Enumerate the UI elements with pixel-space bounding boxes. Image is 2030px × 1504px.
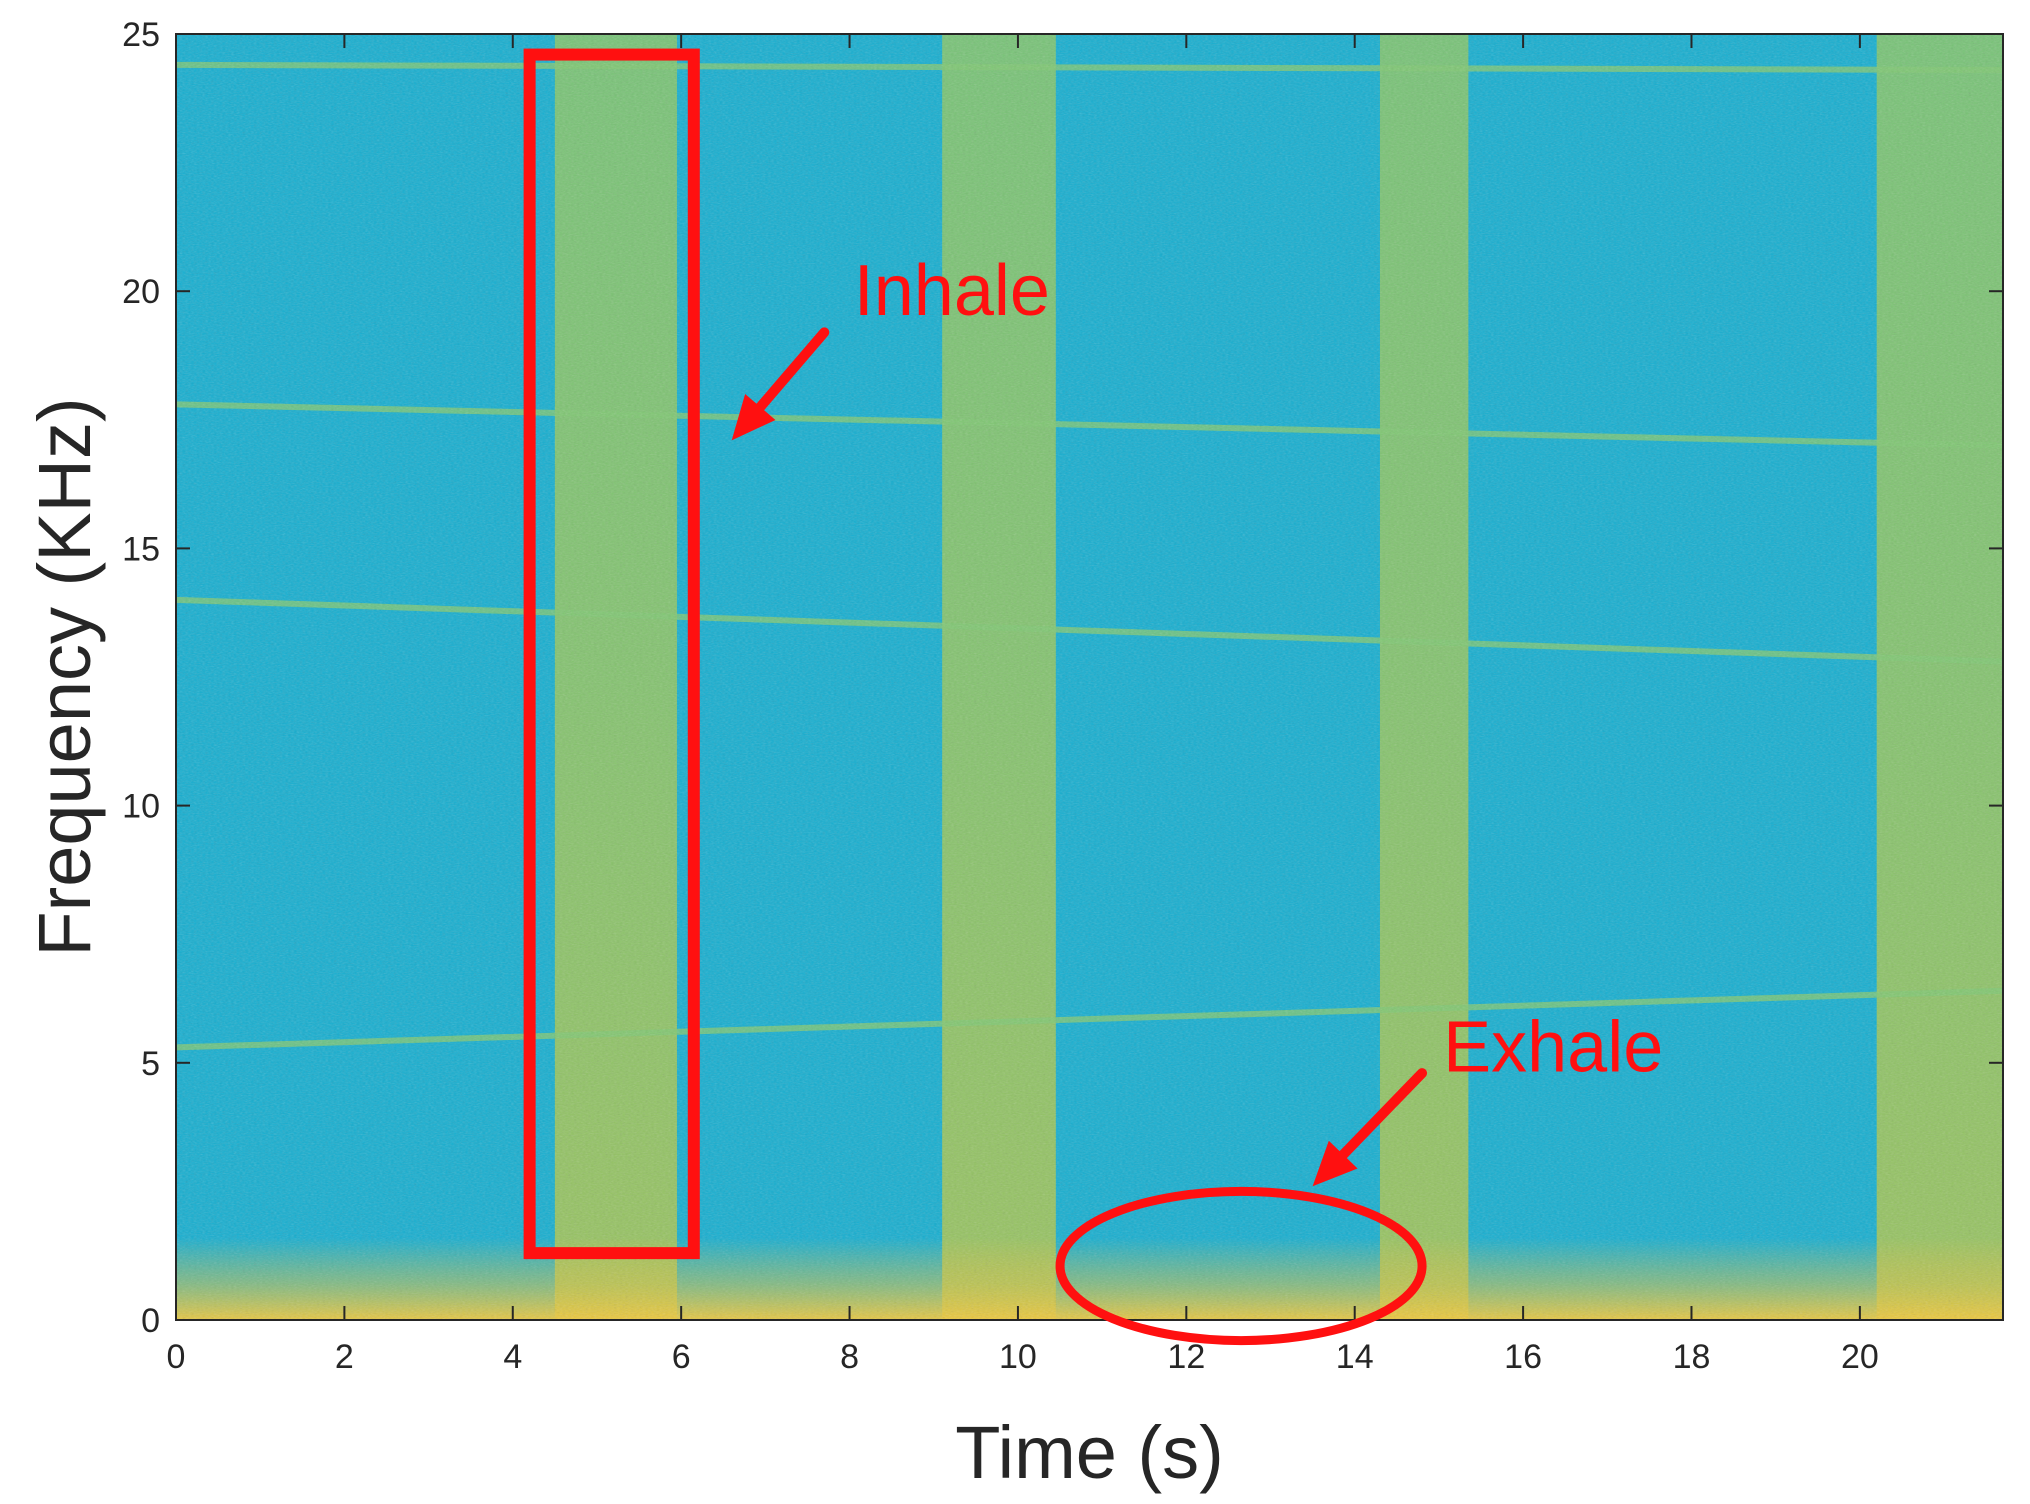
inhale-rectangle (523, 48, 700, 1260)
x-tick-label: 20 (1841, 1338, 1879, 1376)
x-tick-label: 2 (335, 1338, 354, 1376)
spectrogram-noise-texture (176, 34, 2003, 1320)
x-tick-label: 0 (167, 1338, 186, 1376)
x-tick-label: 8 (840, 1338, 859, 1376)
x-axis-title: Time (s) (955, 1411, 1224, 1494)
x-tick-label: 6 (672, 1338, 691, 1376)
noise-overlay (176, 34, 2003, 1320)
y-tick-label: 15 (122, 530, 160, 568)
x-tick-label: 16 (1504, 1338, 1542, 1376)
exhale-label: Exhale (1443, 1007, 1663, 1087)
y-axis-title: Frequency (KHz) (23, 397, 106, 956)
x-tick-label: 12 (1167, 1338, 1205, 1376)
plot-frame (175, 33, 2004, 1321)
y-tick-label: 20 (122, 273, 160, 311)
exhale-arrow-shaft (1338, 1068, 1428, 1160)
x-tick-label: 10 (999, 1338, 1037, 1376)
inhale-arrow-head (731, 393, 776, 441)
y-tick-label: 10 (122, 788, 160, 826)
y-tick-label: 5 (141, 1045, 160, 1083)
x-tick-label: 18 (1673, 1338, 1711, 1376)
y-tick-label: 0 (141, 1302, 160, 1340)
inhale-arrow-shaft (755, 327, 830, 412)
exhale-arrow-head (1312, 1140, 1358, 1187)
inhale-label: Inhale (854, 251, 1050, 331)
x-tick-label: 4 (503, 1338, 522, 1376)
y-tick-label: 25 (122, 16, 160, 54)
axes: 0 2 4 6 8 10 12 14 16 18 20 0 5 10 15 20 25 (122, 16, 2004, 1376)
x-tick-label: 14 (1336, 1338, 1374, 1376)
exhale-ellipse (1055, 1186, 1427, 1346)
annotations: Inhale Exhale (523, 48, 1663, 1346)
